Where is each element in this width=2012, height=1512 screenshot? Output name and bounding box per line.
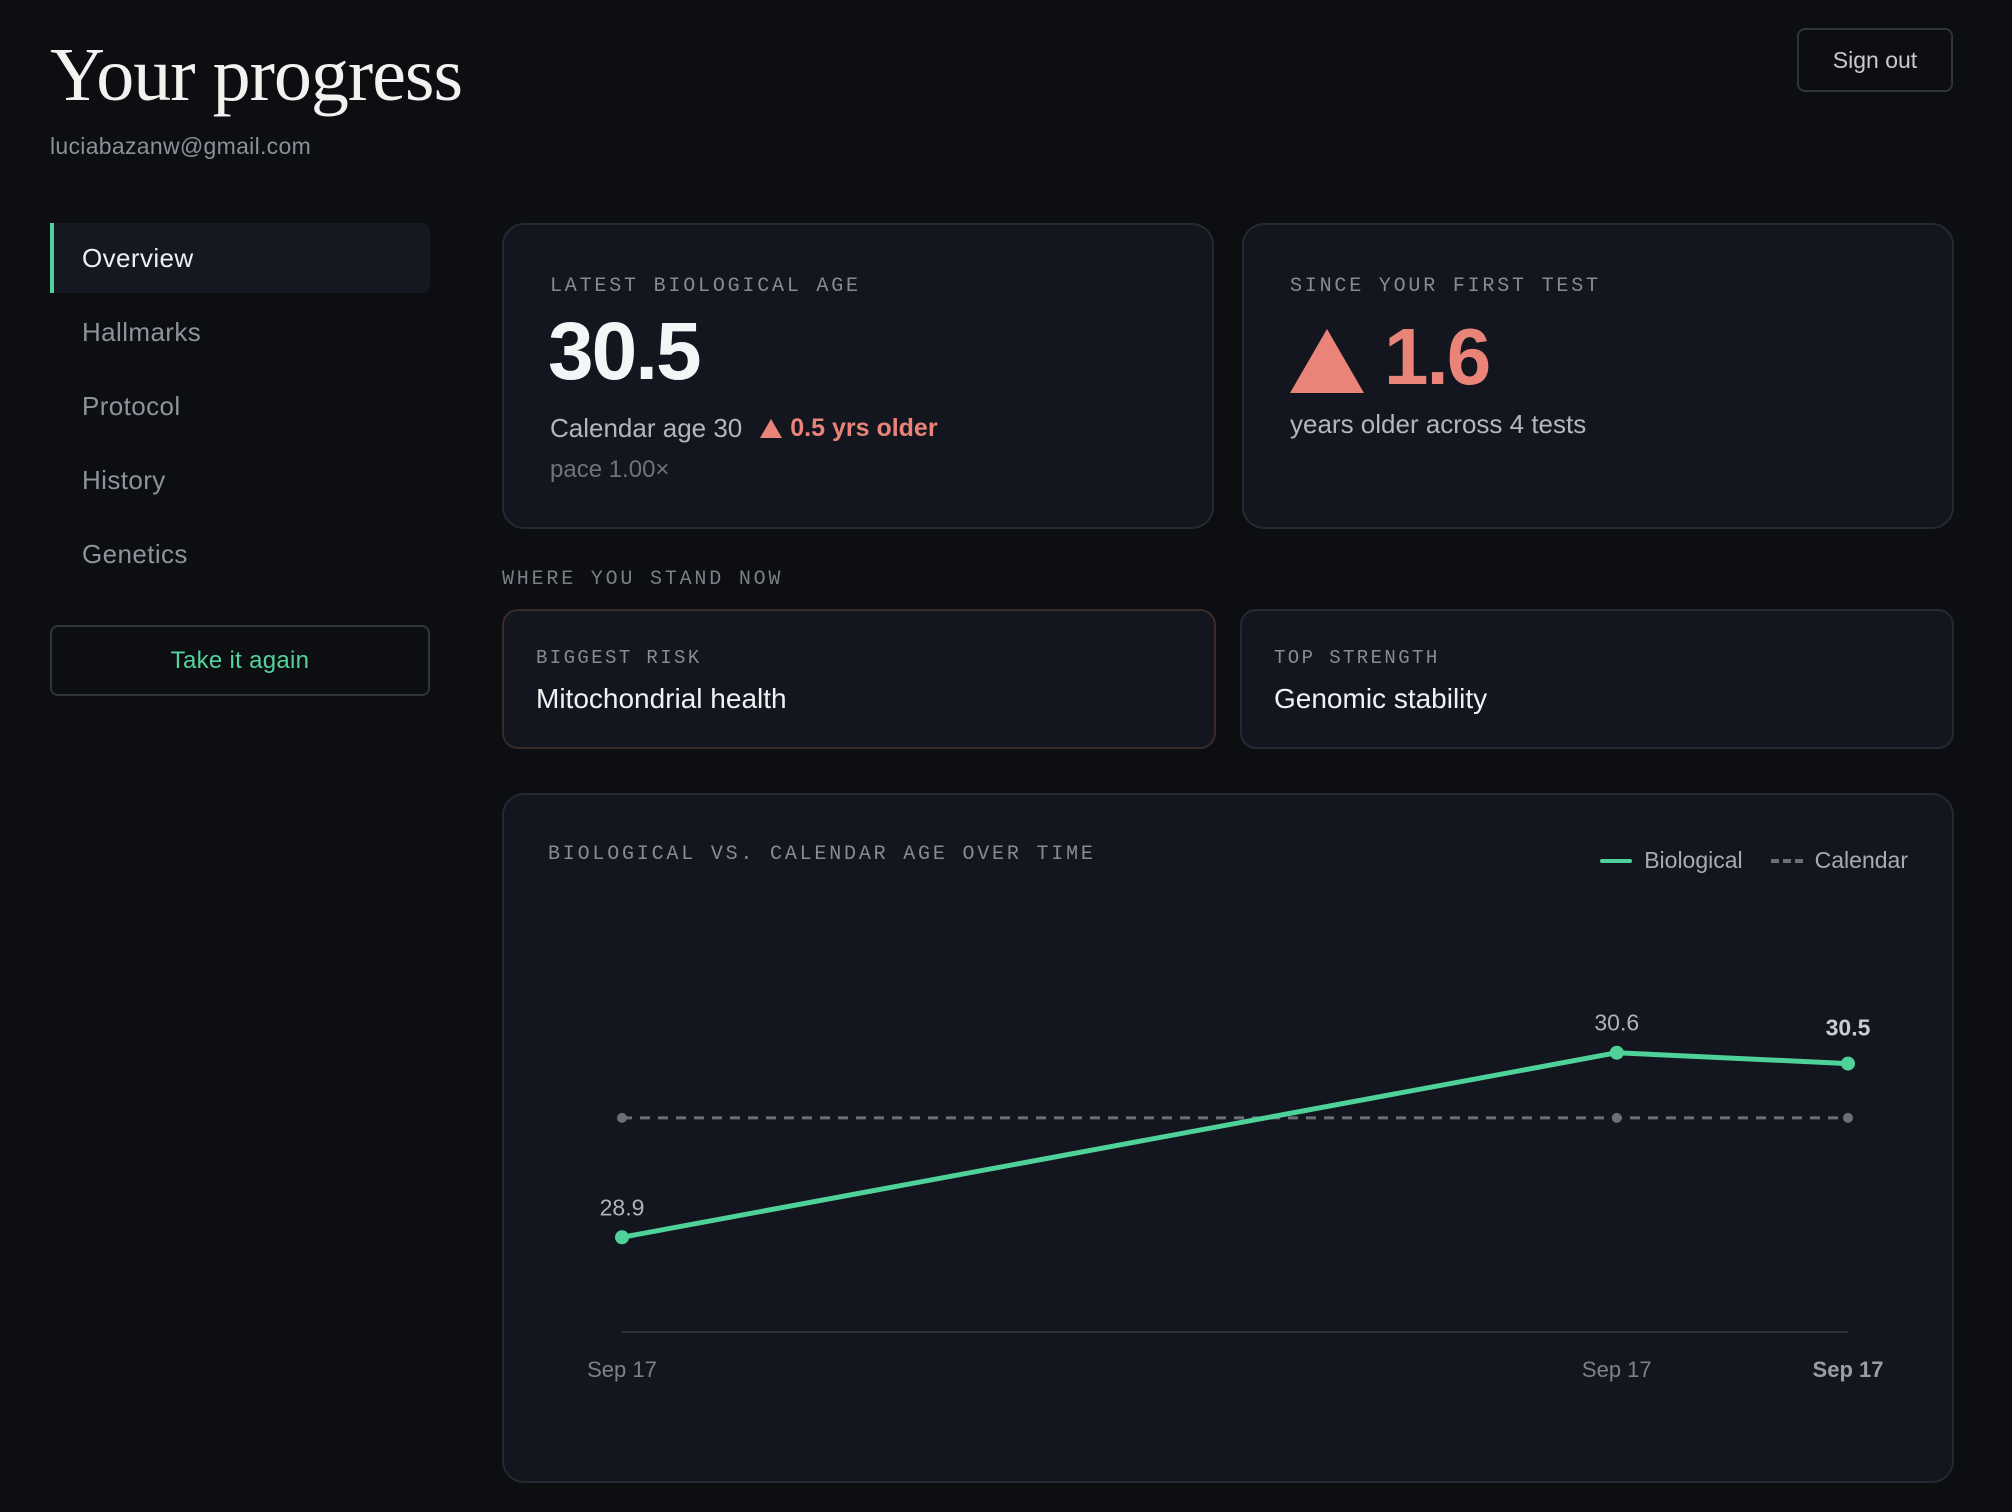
data-label: 30.6 [1594,1010,1639,1036]
since-first-value: 1.6 [1384,312,1491,401]
since-first-test-card: SINCE YOUR FIRST TEST 1.6 years older ac… [1242,223,1954,529]
biological-point [615,1230,629,1245]
take-again-button[interactable]: Take it again [50,625,430,696]
age-chart-card: BIOLOGICAL VS. CALENDAR AGE OVER TIME Bi… [502,793,1954,1483]
sidebar-item-hallmarks[interactable]: Hallmarks [50,297,430,367]
card-label: TOP STRENGTH [1274,647,1440,669]
biggest-risk-card: BIGGEST RISK Mitochondrial health [502,609,1216,749]
data-label: 30.5 [1826,1015,1871,1041]
sidebar-item-history[interactable]: History [50,445,430,515]
top-strength-card: TOP STRENGTH Genomic stability [1240,609,1954,749]
sidebar-nav: Overview Hallmarks Protocol History Gene… [50,223,430,593]
biological-series-line [621,1050,1849,1240]
page-title: Your progress [50,33,463,117]
sidebar-item-label: Overview [82,242,194,273]
biological-point [1841,1056,1855,1071]
chart-legend: Biological Calendar [1600,847,1908,874]
sidebar-item-protocol[interactable]: Protocol [50,371,430,441]
card-label: BIGGEST RISK [536,647,702,669]
biggest-risk-value: Mitochondrial health [536,683,787,714]
pace-text: pace 1.00× [550,456,670,483]
section-label: WHERE YOU STAND NOW [502,568,784,591]
x-tick-label: Sep 17 [1813,1357,1884,1382]
chart-title: BIOLOGICAL VS. CALENDAR AGE OVER TIME [548,843,1096,866]
data-label: 28.9 [600,1194,645,1220]
sidebar-item-label: Protocol [82,390,181,421]
biological-age-card: LATEST BIOLOGICAL AGE 30.5 Calendar age … [502,223,1214,529]
sidebar-item-label: History [82,464,166,495]
sign-out-button[interactable]: Sign out [1797,28,1953,92]
sidebar-item-label: Hallmarks [82,316,202,347]
age-line-chart: 28.9 30.6 30.5 Sep 17 Sep 17 Sep 17 [587,1010,1884,1382]
calendar-point [617,1112,627,1123]
age-delta-text: 0.5 yrs older [790,414,938,442]
calendar-point [1843,1112,1853,1123]
sidebar-item-overview[interactable]: Overview [50,223,430,293]
user-email: luciabazanw@gmail.com [50,133,312,159]
up-triangle-icon [760,419,783,438]
x-tick-label: Sep 17 [1582,1357,1652,1382]
up-triangle-icon [1290,329,1364,393]
sidebar-item-label: Genetics [82,538,188,569]
legend-label-calendar: Calendar [1814,847,1908,873]
biological-point [1609,1045,1624,1060]
sidebar-item-genetics[interactable]: Genetics [50,519,430,589]
card-label: LATEST BIOLOGICAL AGE [550,275,861,298]
since-first-note: years older across 4 tests [1290,409,1587,439]
card-label: SINCE YOUR FIRST TEST [1290,275,1601,298]
x-tick-label: Sep 17 [587,1357,657,1382]
legend-label-biological: Biological [1644,847,1743,873]
calendar-age-text: Calendar age 30 [550,413,743,443]
calendar-point [1611,1112,1622,1123]
biological-age-value: 30.5 [548,306,702,397]
legend-swatch-calendar [1770,858,1803,863]
top-strength-value: Genomic stability [1274,683,1488,714]
legend-swatch-biological [1600,858,1633,863]
